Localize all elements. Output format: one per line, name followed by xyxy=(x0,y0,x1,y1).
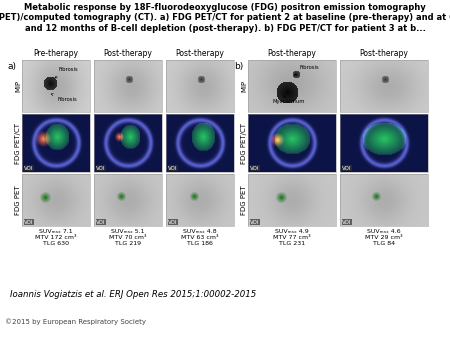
Bar xyxy=(248,114,336,172)
Text: VOI: VOI xyxy=(24,219,33,224)
Bar xyxy=(340,174,428,226)
Text: FDG PET/CT: FDG PET/CT xyxy=(15,122,21,164)
Bar xyxy=(340,60,428,112)
Text: Fibrosis: Fibrosis xyxy=(294,65,319,75)
Text: b): b) xyxy=(234,62,243,71)
Bar xyxy=(166,114,234,172)
Text: Post-therapy: Post-therapy xyxy=(104,49,153,58)
Text: Pre-therapy: Pre-therapy xyxy=(33,49,78,58)
Text: Post-therapy: Post-therapy xyxy=(268,49,316,58)
Text: VOI: VOI xyxy=(342,219,351,224)
Text: ©2015 by European Respiratory Society: ©2015 by European Respiratory Society xyxy=(5,318,146,325)
Bar xyxy=(248,60,336,112)
Text: FDG PET: FDG PET xyxy=(15,185,21,215)
Text: SUVₘₐₓ 4.8
MTV 63 cm³
TLG 186: SUVₘₐₓ 4.8 MTV 63 cm³ TLG 186 xyxy=(181,229,219,246)
Text: VOI: VOI xyxy=(250,219,260,224)
Text: Metabolic response by 18F-fluorodeoxyglucose (FDG) positron emission tomography
: Metabolic response by 18F-fluorodeoxyglu… xyxy=(0,3,450,33)
Bar xyxy=(22,174,90,226)
Text: FDG PET: FDG PET xyxy=(241,185,247,215)
Text: SUVₘₐₓ 5.1
MTV 70 cm³
TLG 219: SUVₘₐₓ 5.1 MTV 70 cm³ TLG 219 xyxy=(109,229,147,246)
Bar xyxy=(248,174,336,226)
Text: Post-therapy: Post-therapy xyxy=(176,49,225,58)
Bar xyxy=(166,174,234,226)
Bar xyxy=(94,60,162,112)
Text: FDG PET/CT: FDG PET/CT xyxy=(241,122,247,164)
Bar xyxy=(94,174,162,226)
Bar xyxy=(166,60,234,112)
Text: VOI: VOI xyxy=(96,219,105,224)
Text: MIP: MIP xyxy=(15,80,21,92)
Bar xyxy=(340,114,428,172)
Bar xyxy=(94,114,162,172)
Text: VOI: VOI xyxy=(250,166,260,170)
Text: SUVₘₐₓ 4.6
MTV 29 cm³
TLG 84: SUVₘₐₓ 4.6 MTV 29 cm³ TLG 84 xyxy=(365,229,403,246)
Text: VOI: VOI xyxy=(96,166,105,170)
Text: Post-therapy: Post-therapy xyxy=(360,49,409,58)
Text: Fibrosis: Fibrosis xyxy=(51,94,77,101)
Text: VOI: VOI xyxy=(342,166,351,170)
Text: a): a) xyxy=(8,62,17,71)
Text: SUVₘₐₓ 4.9
MTV 77 cm³
TLG 231: SUVₘₐₓ 4.9 MTV 77 cm³ TLG 231 xyxy=(273,229,311,246)
Text: VOI: VOI xyxy=(168,219,177,224)
Bar xyxy=(22,60,90,112)
Text: Ioannis Vogiatzis et al. ERJ Open Res 2015;1:00002-2015: Ioannis Vogiatzis et al. ERJ Open Res 20… xyxy=(10,290,256,299)
Text: VOI: VOI xyxy=(24,166,33,170)
Text: VOI: VOI xyxy=(168,166,177,170)
Bar xyxy=(22,114,90,172)
Text: MIP: MIP xyxy=(241,80,247,92)
Text: Myocardium: Myocardium xyxy=(273,96,305,104)
Text: Fibrosis: Fibrosis xyxy=(55,68,78,78)
Text: SUVₘₐₓ 7.1
MTV 172 cm³
TLG 630: SUVₘₐₓ 7.1 MTV 172 cm³ TLG 630 xyxy=(35,229,77,246)
